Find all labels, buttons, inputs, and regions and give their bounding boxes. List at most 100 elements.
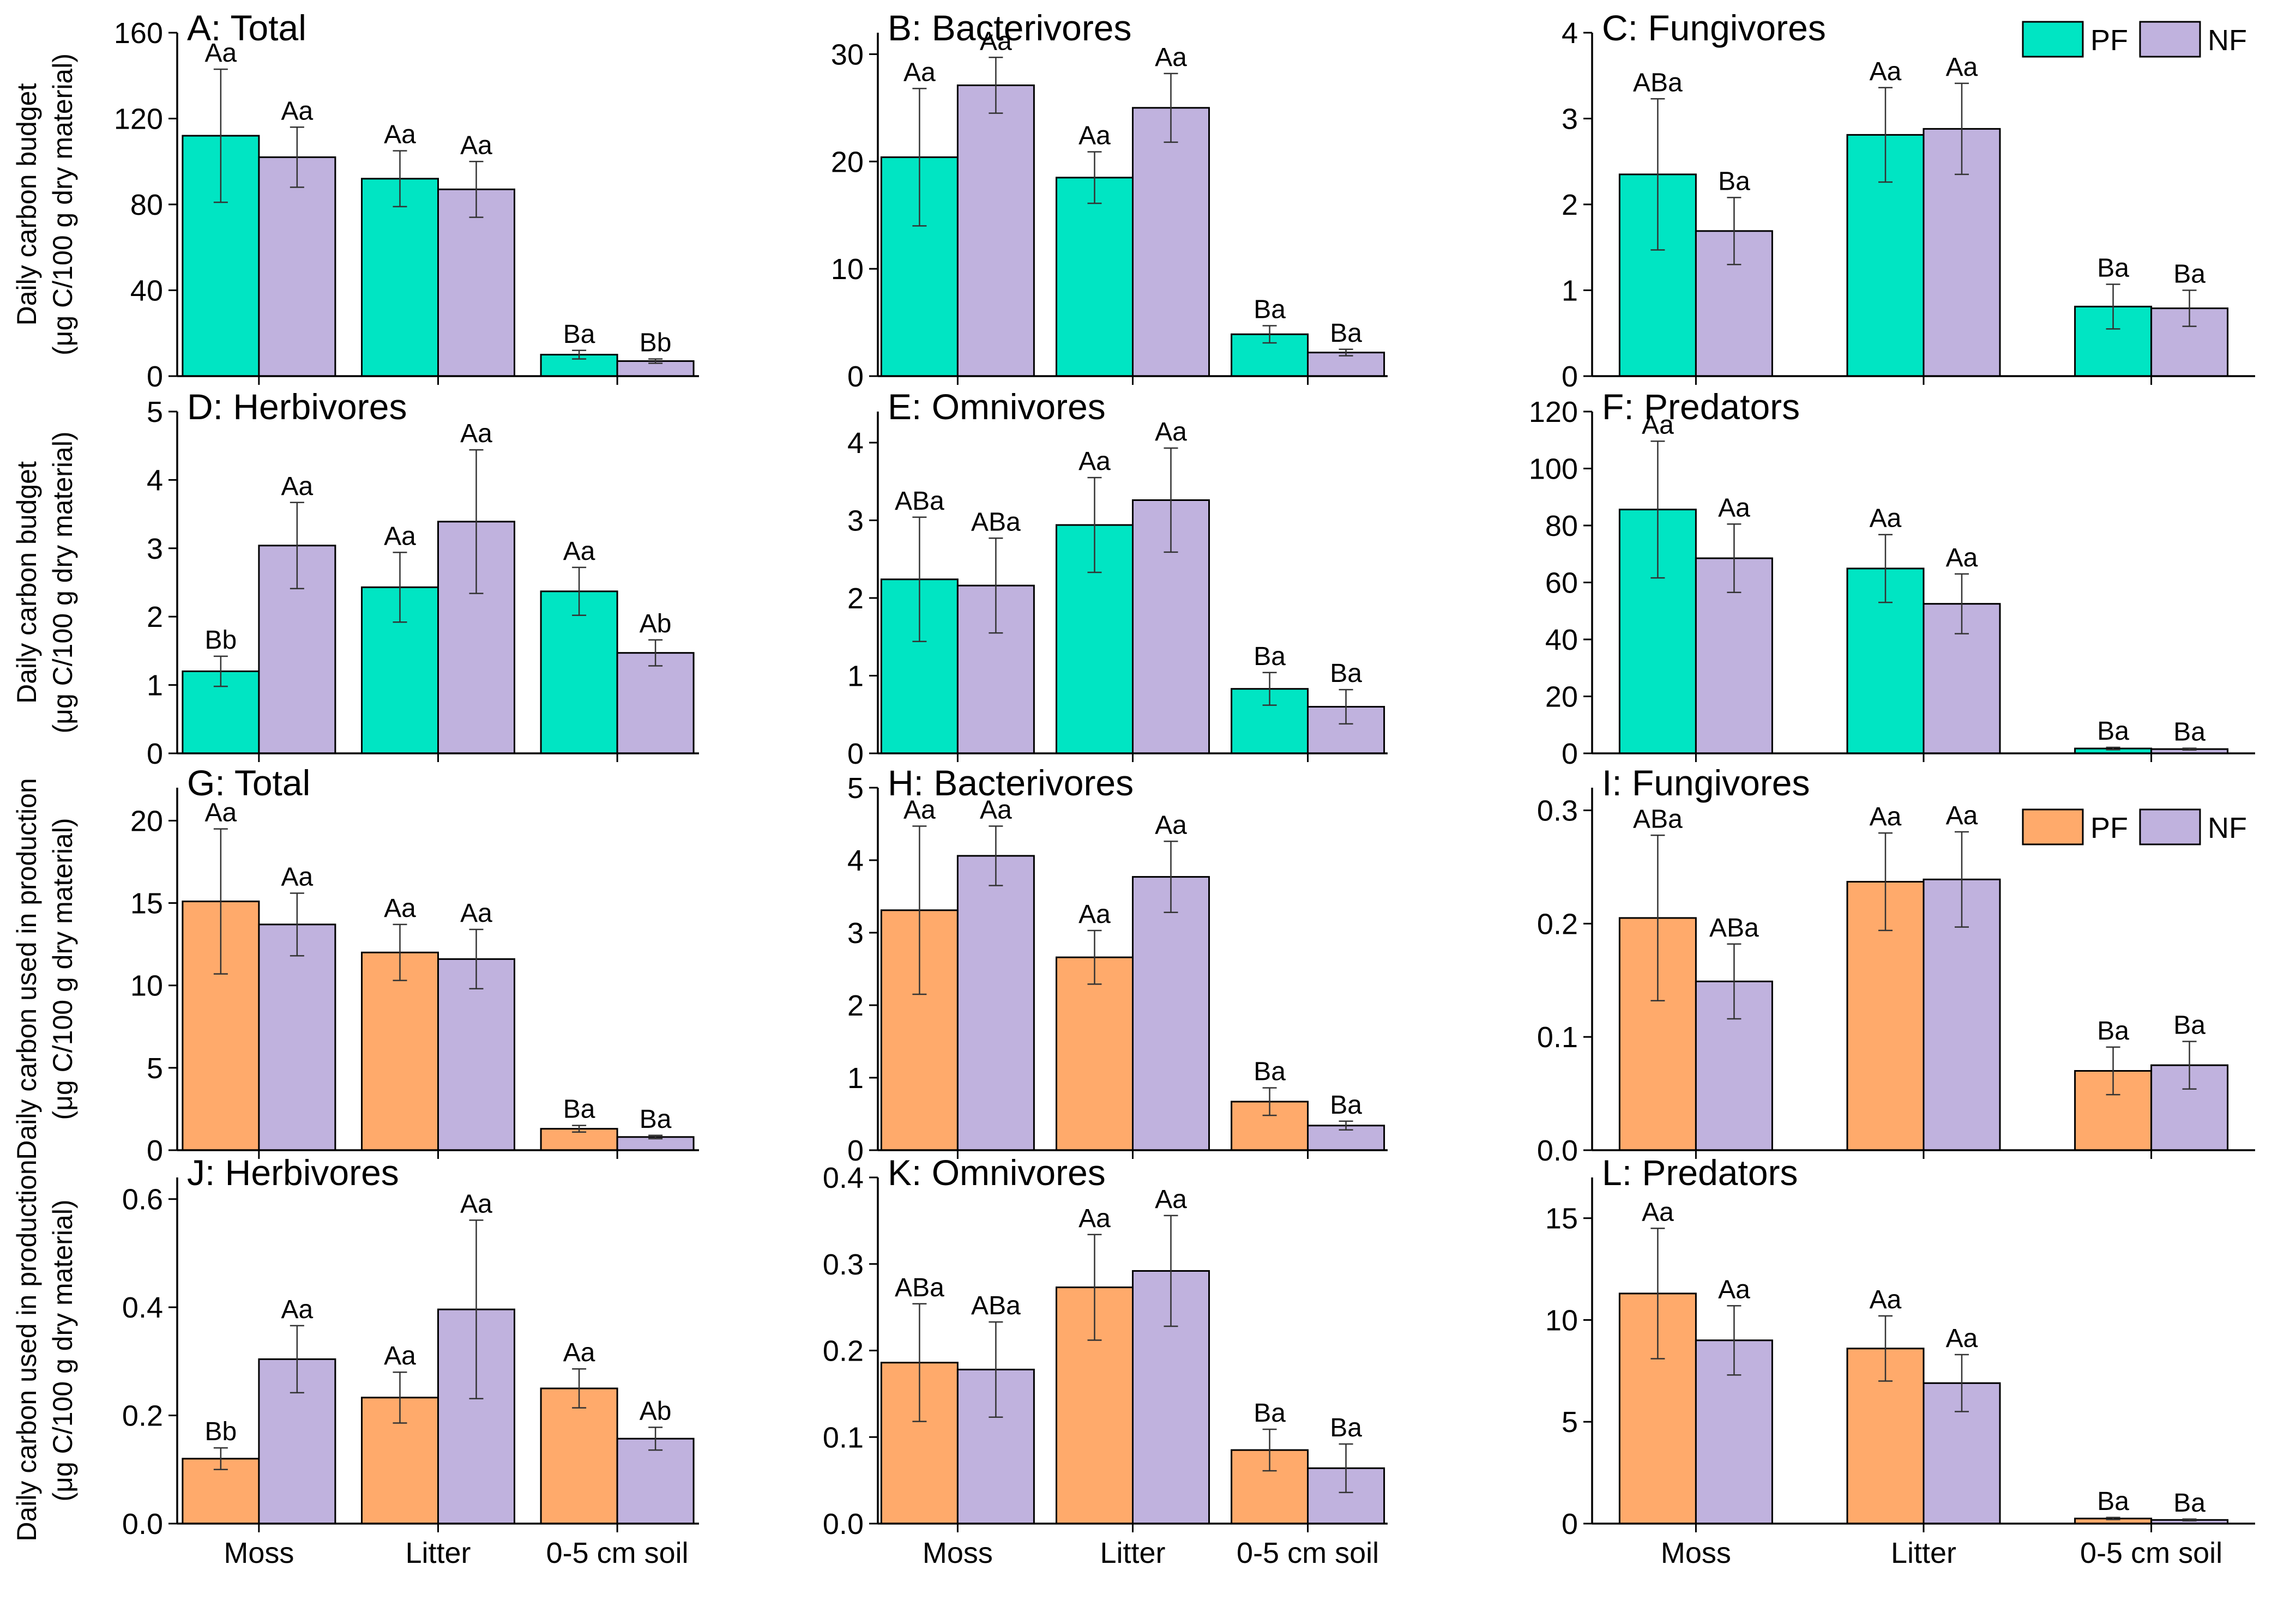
- significance-label: Aa: [1870, 57, 1902, 86]
- significance-label: Aa: [903, 58, 936, 87]
- y-tick-label: 0.4: [823, 1162, 864, 1194]
- bar-pf-2: [1056, 956, 1134, 1151]
- significance-label: Bb: [205, 1417, 237, 1446]
- panel-h: Aa Aa Ba Aa Aa Ba 0 1 2 3 4 5 H: Bacterivores: [847, 763, 1388, 1167]
- significance-label: Aa: [1718, 1275, 1750, 1304]
- significance-label: Aa: [1946, 801, 1978, 830]
- x-tick-label: 0-5 cm soil: [1237, 1537, 1379, 1569]
- y-tick-label: 120: [114, 103, 163, 136]
- y-tick-label: 3: [847, 505, 864, 537]
- significance-label: Aa: [205, 39, 237, 68]
- y-tick-label: 5: [847, 772, 864, 805]
- x-tick-label: Moss: [923, 1537, 993, 1569]
- panel-title: K: Omnivores: [888, 1152, 1106, 1193]
- y-axis-title-line1: Daily carbon budget: [11, 461, 42, 704]
- significance-label: Aa: [1155, 43, 1187, 72]
- panel-title: C: Fungivores: [1602, 8, 1826, 48]
- significance-label: Aa: [1946, 543, 1978, 572]
- significance-label: Ba: [2097, 254, 2129, 283]
- significance-label: Aa: [384, 1342, 416, 1370]
- y-tick-label: 10: [831, 253, 864, 286]
- bar-pf-3: [540, 590, 618, 754]
- y-tick-label: 20: [1545, 681, 1578, 714]
- y-tick-label: 0.3: [823, 1248, 864, 1281]
- bar-nf-2: [1132, 876, 1210, 1151]
- y-axis-title: Daily carbon budget (μg C/100 g dry mater…: [11, 431, 78, 733]
- y-tick-label: 160: [114, 17, 163, 50]
- bar-pf-2: [1056, 177, 1134, 377]
- significance-label: Aa: [563, 537, 595, 566]
- panel-title: J: Herbivores: [187, 1152, 399, 1193]
- y-tick-label: 0: [847, 738, 864, 770]
- panel-title: F: Predators: [1602, 386, 1800, 427]
- bar-nf-3: [616, 652, 695, 754]
- significance-label: Aa: [1870, 504, 1902, 533]
- significance-label: Aa: [460, 419, 492, 448]
- significance-label: Aa: [1155, 811, 1187, 839]
- panel-title: I: Fungivores: [1602, 763, 1810, 803]
- legend-label-nf: NF: [2208, 24, 2247, 57]
- y-tick-label: 0: [147, 1134, 163, 1167]
- y-tick-label: 2: [847, 989, 864, 1022]
- y-tick-label: 0: [147, 738, 163, 770]
- y-tick-label: 0.3: [1537, 795, 1578, 827]
- significance-label: Ba: [2097, 1487, 2129, 1516]
- y-tick-label: 10: [130, 970, 163, 1002]
- y-axis-title-line1: Daily carbon used in production: [11, 778, 42, 1159]
- y-tick-label: 0.2: [122, 1400, 163, 1433]
- significance-label: Ba: [2173, 1489, 2205, 1518]
- significance-label: ABa: [1633, 805, 1683, 833]
- bar-nf-2: [437, 958, 515, 1151]
- y-axis-title-line2: (μg C/100 g dry material): [47, 818, 78, 1120]
- panel-title: D: Herbivores: [187, 386, 407, 427]
- y-tick-label: 100: [1529, 453, 1578, 486]
- significance-label: Ba: [640, 1105, 672, 1134]
- y-tick-label: 0.0: [823, 1508, 864, 1540]
- panel-g: Aa Aa Ba Aa Aa Ba 0 5 10 15 20 G: Total: [130, 763, 699, 1167]
- y-tick-label: 0: [147, 360, 163, 393]
- bar-nf-3: [616, 1437, 695, 1525]
- panel-title: L: Predators: [1602, 1152, 1798, 1193]
- y-tick-label: 4: [1562, 17, 1578, 50]
- significance-label: Aa: [1642, 1198, 1674, 1227]
- significance-label: Aa: [281, 1295, 314, 1324]
- significance-label: Ba: [2173, 718, 2205, 747]
- y-axis-title: Daily carbon budget (μg C/100 g dry mater…: [11, 53, 78, 355]
- y-tick-label: 0: [1562, 738, 1578, 770]
- y-tick-label: 0: [1562, 1508, 1578, 1540]
- legend-label-nf: NF: [2208, 812, 2247, 844]
- bar-nf-1: [956, 855, 1035, 1151]
- significance-label: ABa: [1633, 68, 1683, 97]
- panel-i: ABa Aa Ba ABa Aa Ba 0.0 0.1 0.2 0.3 I: Fungivores: [1537, 763, 2255, 1167]
- y-axis-title-line2: (μg C/100 g dry material): [47, 431, 78, 733]
- significance-label: Aa: [980, 27, 1012, 56]
- y-tick-label: 3: [147, 533, 163, 565]
- significance-label: Ba: [1254, 1399, 1286, 1428]
- significance-label: Aa: [1155, 1185, 1187, 1214]
- significance-label: Ba: [1330, 1091, 1362, 1120]
- y-tick-label: 4: [847, 844, 864, 877]
- y-tick-label: 0.0: [1537, 1134, 1578, 1167]
- significance-label: Bb: [205, 626, 237, 655]
- legend-swatch-pf: [2022, 808, 2084, 845]
- y-tick-label: 5: [147, 1052, 163, 1085]
- significance-label: Ab: [640, 1397, 672, 1425]
- significance-label: Ba: [563, 320, 595, 349]
- significance-label: Aa: [1078, 447, 1111, 476]
- significance-label: Aa: [1078, 122, 1111, 150]
- significance-label: Aa: [205, 799, 237, 827]
- significance-label: Aa: [1078, 900, 1111, 929]
- significance-label: Aa: [1718, 493, 1750, 522]
- legend-swatch-nf: [2139, 808, 2201, 845]
- x-tick-label: Litter: [1100, 1537, 1165, 1569]
- significance-label: Ba: [1254, 295, 1286, 324]
- y-tick-label: 80: [1545, 510, 1578, 542]
- y-axis-title: Daily carbon used in production (μg C/100…: [11, 778, 78, 1159]
- significance-label: ABa: [895, 1273, 944, 1302]
- y-axis-title-line2: (μg C/100 g dry material): [47, 53, 78, 355]
- y-tick-label: 10: [1545, 1304, 1578, 1337]
- panel-l: Aa Aa Ba Aa Aa Ba 0 5 10 15 Moss Litter 0-5 cm soil L…: [1545, 1152, 2255, 1569]
- y-tick-label: 2: [1562, 189, 1578, 221]
- legend-label-pf: PF: [2090, 24, 2128, 57]
- significance-label: Aa: [903, 796, 936, 825]
